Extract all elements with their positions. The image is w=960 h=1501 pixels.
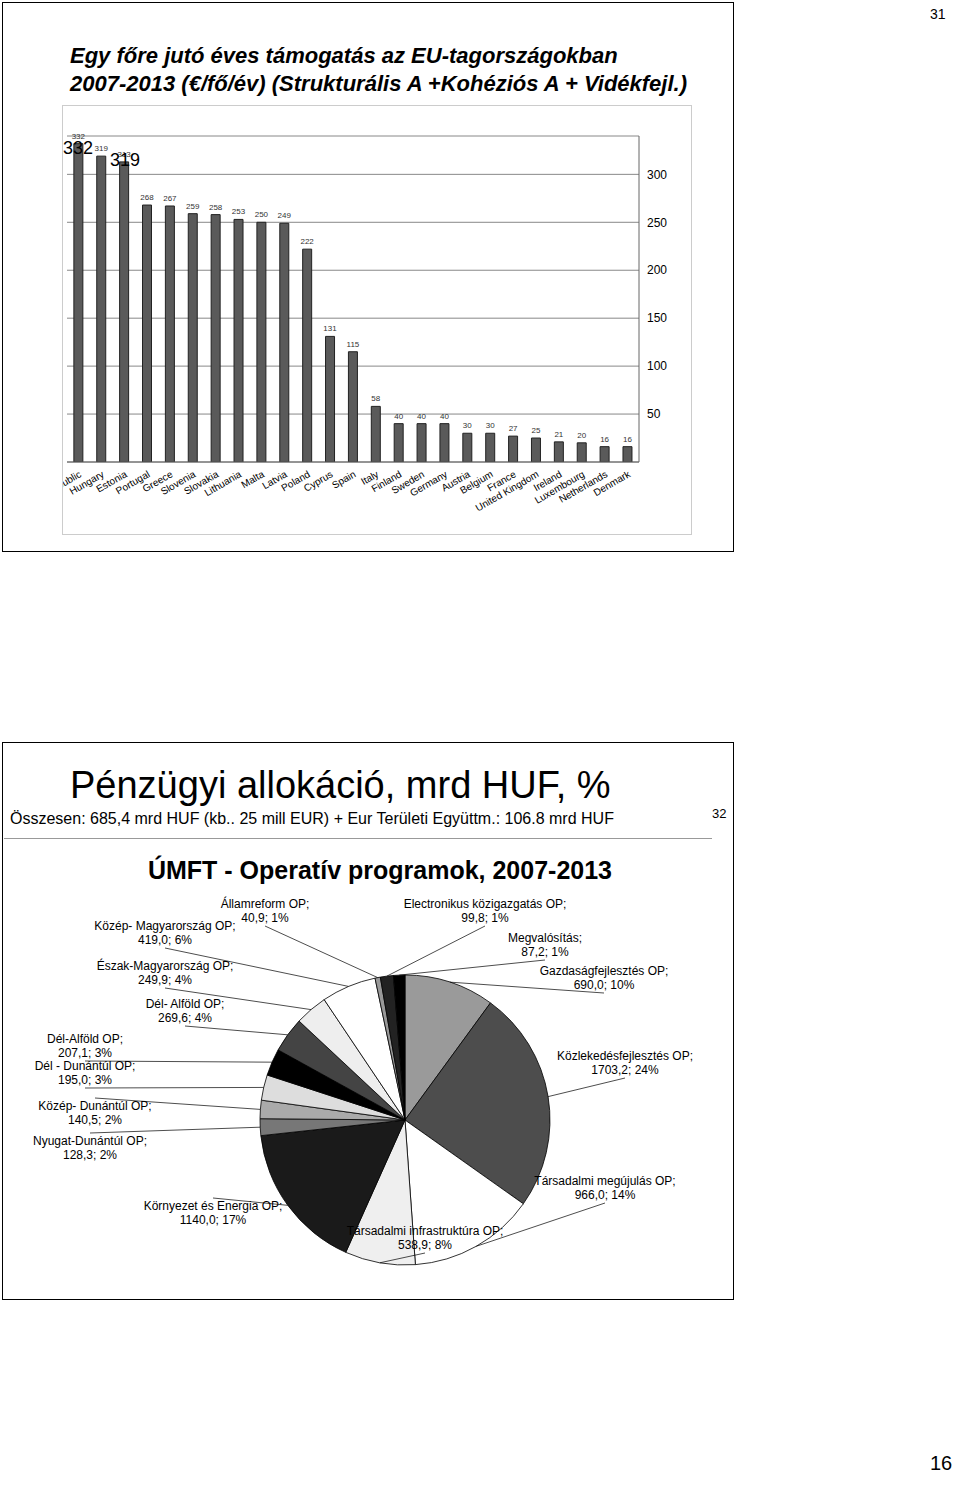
html-text:31: 31 — [930, 6, 946, 22]
svg-text:100: 100 — [647, 359, 667, 373]
svg-text:21: 21 — [554, 430, 563, 439]
svg-text:27: 27 — [509, 424, 518, 433]
svg-text:Közép- Dunántúl OP;140,5; 2%: Közép- Dunántúl OP;140,5; 2% — [38, 1099, 151, 1127]
html-text:Pénzügyi allokáció, mrd HUF, %: Pénzügyi allokáció, mrd HUF, % — [70, 764, 611, 806]
svg-text:Észak-Magyarország OP;249,9; 4: Észak-Magyarország OP;249,9; 4% — [97, 958, 234, 987]
svg-text:Italy: Italy — [359, 468, 381, 488]
svg-text:Közlekedésfejlesztés OP;1703,2: Közlekedésfejlesztés OP;1703,2; 24% — [557, 1049, 693, 1077]
svg-text:France: France — [485, 468, 518, 494]
html-text:319: 319 — [110, 150, 140, 170]
svg-text:Gazdaságfejlesztés OP;690,0; 1: Gazdaságfejlesztés OP;690,0; 10% — [540, 964, 669, 992]
svg-text:Társadalmi infrastruktúra OP;5: Társadalmi infrastruktúra OP;538,9; 8% — [347, 1224, 504, 1252]
svg-text:Austria: Austria — [439, 468, 472, 494]
svg-text:268: 268 — [140, 193, 154, 202]
svg-text:Dél - Dunántúl OP;195,0; 3%: Dél - Dunántúl OP;195,0; 3% — [35, 1059, 136, 1087]
svg-text:Slovakia: Slovakia — [182, 468, 221, 497]
svg-text:222: 222 — [300, 237, 314, 246]
svg-text:Netherlands: Netherlands — [557, 468, 610, 505]
html-text:Összesen: 685,4 mrd HUF (kb..: Összesen: 685,4 mrd HUF (kb.. 25 mill EU… — [10, 810, 614, 827]
svg-text:Hungary: Hungary — [67, 468, 106, 497]
svg-text:249: 249 — [278, 211, 292, 220]
svg-text:Belgium: Belgium — [458, 468, 495, 496]
svg-text:258: 258 — [209, 203, 223, 212]
svg-text:16: 16 — [623, 435, 632, 444]
svg-text:40: 40 — [394, 412, 403, 421]
svg-text:Estonia: Estonia — [94, 468, 129, 495]
svg-text:Sweden: Sweden — [389, 468, 427, 496]
svg-text:16: 16 — [600, 435, 609, 444]
html-text:Egy főre jutó éves támogatás a: Egy főre jutó éves támogatás az EU-tagor… — [70, 43, 687, 96]
svg-text:Portugal: Portugal — [113, 468, 152, 497]
svg-text:Finland: Finland — [369, 468, 404, 495]
svg-text:Latvia: Latvia — [260, 468, 289, 492]
svg-text:115: 115 — [347, 340, 360, 349]
html-text:16: 16 — [930, 1452, 953, 1474]
svg-text:300: 300 — [647, 168, 667, 182]
svg-text:Cyprus: Cyprus — [301, 468, 335, 494]
svg-text:58: 58 — [371, 394, 380, 403]
svg-text:Spain: Spain — [330, 468, 358, 490]
svg-text:250: 250 — [255, 210, 269, 219]
svg-text:30: 30 — [463, 421, 472, 430]
svg-text:Megvalósítás;87,2; 1%: Megvalósítás;87,2; 1% — [508, 931, 582, 959]
svg-text:Ireland: Ireland — [531, 468, 564, 494]
svg-text:Malta: Malta — [239, 468, 266, 491]
svg-text:Slovenia: Slovenia — [158, 468, 198, 498]
svg-text:Dél- Alföld OP;269,6; 4%: Dél- Alföld OP;269,6; 4% — [146, 997, 225, 1025]
html-text:332: 332 — [63, 138, 93, 158]
svg-text:267: 267 — [163, 194, 177, 203]
svg-text:250: 250 — [647, 216, 667, 230]
svg-text:Luxembourg: Luxembourg — [532, 468, 587, 506]
svg-text:200: 200 — [647, 263, 667, 277]
svg-text:Környezet és Energia OP;1140,0: Környezet és Energia OP;1140,0; 17% — [144, 1199, 283, 1227]
svg-text:Lithuania: Lithuania — [202, 468, 243, 498]
svg-text:40: 40 — [440, 412, 449, 421]
svg-text:259: 259 — [186, 202, 200, 211]
svg-text:Greece: Greece — [140, 468, 175, 495]
svg-text:Dél-Alföld OP;207,1; 3%: Dél-Alföld OP;207,1; 3% — [47, 1032, 123, 1060]
svg-text:30: 30 — [486, 421, 495, 430]
svg-text:Denmark: Denmark — [591, 468, 632, 498]
svg-text:131: 131 — [323, 324, 337, 333]
html-text:ÚMFT - Operatív programok, 200: ÚMFT - Operatív programok, 2007-2013 — [148, 856, 612, 884]
svg-text:Electronikus közigazgatás OP;9: Electronikus közigazgatás OP;99,8; 1% — [404, 897, 567, 925]
html-text:32: 32 — [712, 806, 727, 821]
svg-text:United Kingdom: United Kingdom — [473, 468, 540, 513]
svg-text:Poland: Poland — [279, 468, 312, 494]
svg-text:332: 332 — [71, 131, 85, 141]
svg-text:20: 20 — [577, 431, 586, 440]
svg-text:25: 25 — [532, 426, 541, 435]
svg-text:40: 40 — [417, 412, 426, 421]
svg-text:50: 50 — [647, 407, 661, 421]
svg-text:Társadalmi megújulás OP;966,0;: Társadalmi megújulás OP;966,0; 14% — [534, 1174, 675, 1202]
svg-text:Germany: Germany — [408, 468, 450, 499]
svg-text:Nyugat-Dunántúl OP;128,3; 2%: Nyugat-Dunántúl OP;128,3; 2% — [33, 1134, 147, 1162]
svg-text:319: 319 — [95, 144, 109, 153]
svg-text:150: 150 — [647, 311, 667, 325]
svg-text:253: 253 — [232, 207, 246, 216]
svg-text:Közép- Magyarország OP;419,0;: Közép- Magyarország OP;419,0; 6% — [94, 919, 235, 947]
svg-text:Államreform OP;40,9; 1%: Államreform OP;40,9; 1% — [221, 896, 310, 925]
